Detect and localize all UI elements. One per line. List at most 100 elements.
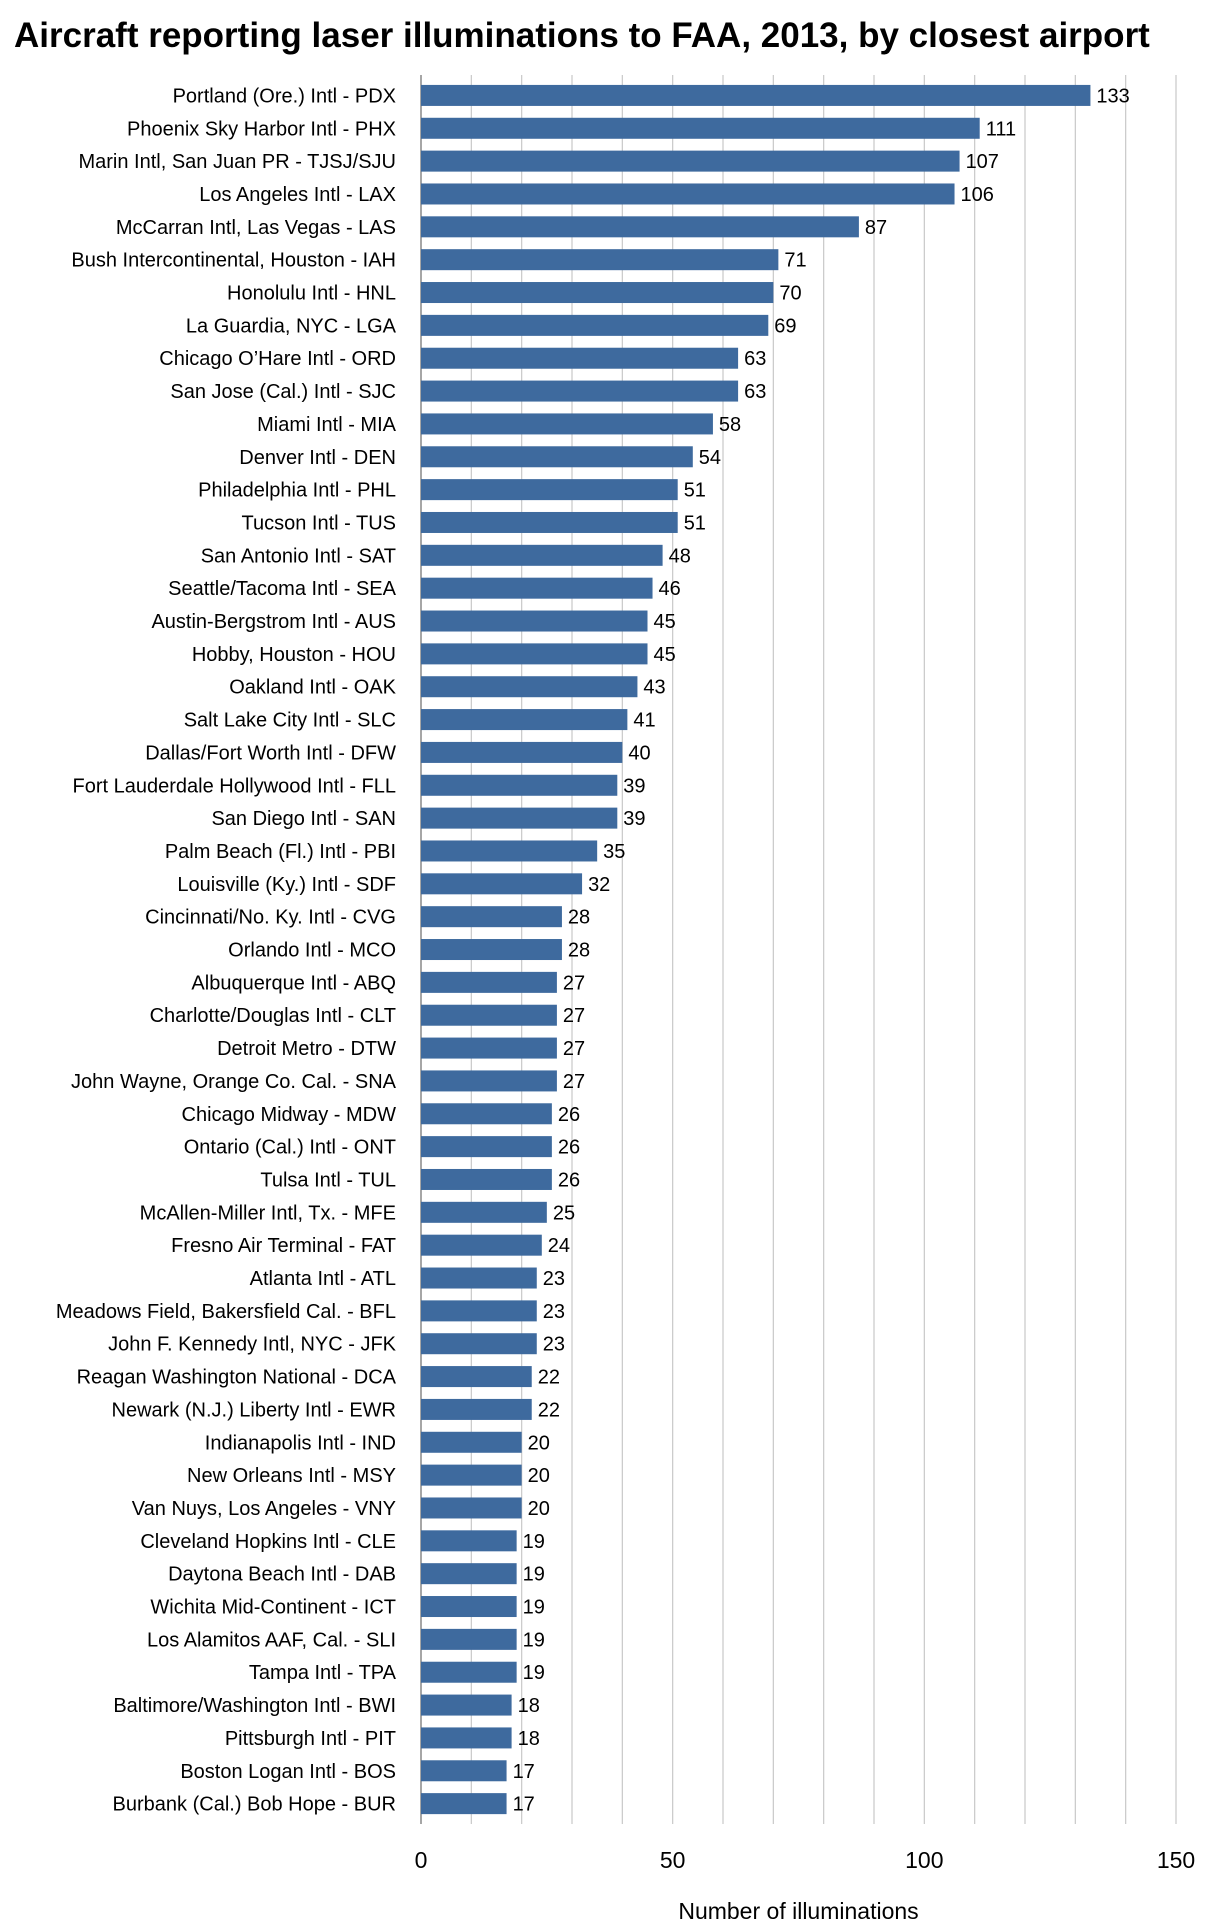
data-label: 48 <box>669 545 691 567</box>
category-label: Meadows Field, Bakersfield Cal. - BFL <box>56 1301 396 1323</box>
category-label: Reagan Washington National - DCA <box>77 1367 397 1389</box>
bar <box>421 807 618 829</box>
data-label: 69 <box>774 315 796 337</box>
bar <box>421 577 653 599</box>
category-label: Miami Intl - MIA <box>257 414 397 436</box>
category-label: McAllen-Miller Intl, Tx. - MFE <box>140 1202 396 1224</box>
category-label: Honolulu Intl - HNL <box>227 283 396 305</box>
bar <box>421 873 583 895</box>
data-label: 28 <box>568 907 590 929</box>
data-label: 45 <box>654 644 676 666</box>
bar <box>421 1333 537 1355</box>
category-label: Cleveland Hopkins Intl - CLE <box>140 1531 396 1553</box>
x-tick-label: 100 <box>905 1847 943 1873</box>
category-label: Dallas/Fort Worth Intl - DFW <box>145 742 396 764</box>
bar <box>421 1431 522 1453</box>
category-label: Chicago Midway - MDW <box>182 1104 397 1126</box>
bar <box>421 249 779 271</box>
data-label: 111 <box>986 118 1016 140</box>
category-label: Palm Beach (Fl.) Intl - PBI <box>165 841 396 863</box>
category-label: Burbank (Cal.) Bob Hope - BUR <box>113 1794 396 1816</box>
category-label: San Antonio Intl - SAT <box>201 545 396 567</box>
data-label: 24 <box>548 1235 570 1257</box>
bar <box>421 610 648 632</box>
category-labels: Portland (Ore.) Intl - PDX Phoenix Sky Ha… <box>56 85 397 1815</box>
category-label: Louisville (Ky.) Intl - SDF <box>177 874 396 896</box>
category-label: Chicago O’Hare Intl - ORD <box>159 348 396 370</box>
data-label: 40 <box>628 742 650 764</box>
x-tick-label: 0 <box>415 1847 428 1873</box>
bar <box>421 1366 532 1388</box>
bar <box>421 413 713 435</box>
bar <box>421 380 739 402</box>
data-label: 22 <box>538 1399 560 1421</box>
category-label: Fresno Air Terminal - FAT <box>171 1235 396 1257</box>
data-label: 54 <box>699 447 721 469</box>
bar <box>421 774 618 796</box>
category-label: McCarran Intl, Las Vegas - LAS <box>116 217 396 239</box>
bar <box>421 1168 552 1190</box>
data-label: 17 <box>513 1794 535 1816</box>
category-label: Cincinnati/No. Ky. Intl - CVG <box>145 907 396 929</box>
data-label: 19 <box>523 1629 545 1651</box>
bar <box>421 1628 517 1650</box>
category-label: San Jose (Cal.) Intl - SJC <box>170 381 396 403</box>
category-label: Daytona Beach Intl - DAB <box>168 1564 396 1586</box>
data-label: 26 <box>558 1104 580 1126</box>
bar <box>421 1563 517 1585</box>
data-label: 63 <box>744 381 766 403</box>
bar <box>421 511 678 533</box>
category-label: Detroit Metro - DTW <box>217 1038 396 1060</box>
data-label: 20 <box>528 1498 550 1520</box>
category-label: Albuquerque Intl - ABQ <box>191 972 396 994</box>
category-label: Baltimore/Washington Intl - BWI <box>113 1695 396 1717</box>
bar <box>421 150 960 172</box>
data-label: 106 <box>961 184 994 206</box>
data-label: 19 <box>523 1662 545 1684</box>
bar <box>421 1037 557 1059</box>
bar <box>421 1760 507 1782</box>
bar <box>421 1300 537 1322</box>
category-label: Salt Lake City Intl - SLC <box>184 710 396 732</box>
category-label: Philadelphia Intl - PHL <box>198 480 396 502</box>
bar <box>421 643 648 665</box>
data-label: 39 <box>623 808 645 830</box>
category-label: Orlando Intl - MCO <box>228 940 396 962</box>
category-label: New Orleans Intl - MSY <box>187 1465 396 1487</box>
category-label: Seattle/Tacoma Intl - SEA <box>168 578 397 600</box>
x-tick-label: 50 <box>660 1847 686 1873</box>
bar <box>421 216 859 238</box>
bar <box>421 1398 532 1420</box>
data-label: 27 <box>563 1071 585 1093</box>
data-label: 32 <box>588 874 610 896</box>
data-label: 19 <box>523 1531 545 1553</box>
category-label: John Wayne, Orange Co. Cal. - SNA <box>71 1071 397 1093</box>
category-label: Charlotte/Douglas Intl - CLT <box>150 1005 396 1027</box>
bar <box>421 1464 522 1486</box>
bar <box>421 741 623 763</box>
category-label: Tulsa Intl - TUL <box>260 1169 396 1191</box>
category-label: Oakland Intl - OAK <box>229 677 396 699</box>
data-label: 46 <box>659 578 681 600</box>
bar <box>421 1596 517 1618</box>
data-label: 35 <box>603 841 625 863</box>
bar <box>421 1530 517 1552</box>
data-label: 22 <box>538 1367 560 1389</box>
data-label: 51 <box>684 480 706 502</box>
bar <box>421 1070 557 1092</box>
data-label: 45 <box>654 611 676 633</box>
data-label: 133 <box>1096 85 1129 107</box>
data-label: 25 <box>553 1202 575 1224</box>
bar <box>421 314 769 336</box>
bar <box>421 1267 537 1289</box>
data-label: 43 <box>643 677 665 699</box>
data-label: 39 <box>623 775 645 797</box>
data-label: 26 <box>558 1137 580 1159</box>
data-label: 51 <box>684 512 706 534</box>
data-label: 19 <box>523 1564 545 1586</box>
category-label: Bush Intercontinental, Houston - IAH <box>71 250 396 272</box>
data-label: 18 <box>518 1695 540 1717</box>
data-label: 27 <box>563 1038 585 1060</box>
bar <box>421 282 774 304</box>
